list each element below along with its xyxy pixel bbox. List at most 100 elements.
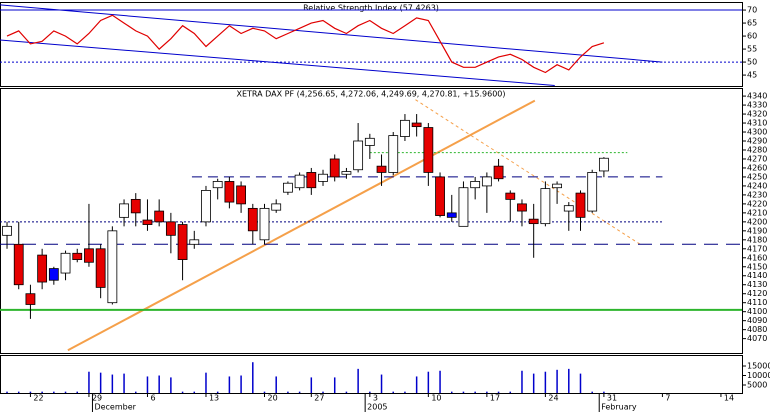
y-tick-label: 4090 xyxy=(747,316,767,325)
volume-bar xyxy=(333,377,336,393)
volume-bar xyxy=(252,362,254,393)
y-tick-label: 4190 xyxy=(747,226,767,235)
y-tick-label: 4280 xyxy=(747,145,767,154)
volume-bar xyxy=(322,391,324,393)
y-tick-label: 4290 xyxy=(747,137,767,146)
candle-body xyxy=(481,176,492,187)
volume-bar xyxy=(427,371,430,393)
trend-line xyxy=(415,99,641,245)
volume-bar xyxy=(404,391,406,393)
y-tick-label: 4150 xyxy=(747,262,767,271)
y-tick-label: 4270 xyxy=(747,154,767,163)
y-tick-label: 4250 xyxy=(747,172,767,181)
panel-frame xyxy=(0,2,743,87)
x-tick-label: 14 xyxy=(724,394,734,403)
volume-bar xyxy=(29,391,32,393)
y-tick-label: 4130 xyxy=(747,280,767,289)
candle-body xyxy=(563,205,574,212)
candle-body xyxy=(493,165,504,180)
month-label: 2005 xyxy=(367,403,387,412)
candle-body xyxy=(364,137,375,146)
candle-body xyxy=(598,157,609,172)
y-tick-label: 4330 xyxy=(747,101,767,110)
candle-body xyxy=(329,158,340,178)
candle-body xyxy=(306,172,317,189)
volume-bar xyxy=(451,391,453,393)
y-tick-label: 4080 xyxy=(747,325,767,334)
x-tick-label: 29 xyxy=(92,394,102,403)
y-tick-label: 4120 xyxy=(747,289,767,298)
panel-title: Relative Strength Index (57.4263) xyxy=(303,4,439,13)
y-tick-label: 45 xyxy=(747,71,757,80)
volume-bar xyxy=(135,391,137,393)
volume-bar xyxy=(439,370,441,393)
volume-bar xyxy=(88,371,90,393)
volume-bar xyxy=(462,391,465,393)
volume-bar xyxy=(228,376,231,393)
volume-bar xyxy=(146,376,149,393)
volume-bar xyxy=(544,371,547,393)
volume-bar xyxy=(509,391,512,393)
x-tick-label: 24 xyxy=(548,394,558,403)
volume-bar xyxy=(181,391,184,393)
volume-bar xyxy=(345,391,348,393)
candle-body xyxy=(376,165,387,173)
trend-line xyxy=(0,39,555,86)
candle-body xyxy=(388,135,399,173)
candle-body xyxy=(165,221,176,236)
x-tick-label: 7 xyxy=(665,394,670,403)
candle-body xyxy=(400,119,410,137)
volume-bar xyxy=(158,375,160,393)
x-tick-label: 27 xyxy=(314,394,324,403)
y-tick-label: 60 xyxy=(747,32,757,41)
volume-bar xyxy=(6,391,8,393)
volume-bar xyxy=(99,372,102,393)
volume-bar xyxy=(64,391,67,393)
volume-bar xyxy=(287,391,289,393)
candle-body xyxy=(247,207,258,232)
candle-body xyxy=(341,171,352,175)
x-tick-label: 6 xyxy=(150,394,155,403)
y-tick-label: 4180 xyxy=(747,235,767,244)
candle-body xyxy=(212,181,223,189)
month-label: December xyxy=(94,403,136,412)
volume-bar xyxy=(310,377,313,393)
y-tick-label: 4340 xyxy=(747,92,767,101)
volume-bar xyxy=(298,391,301,393)
y-tick-label: 4230 xyxy=(747,190,767,199)
y-tick-label: 4070 xyxy=(747,334,767,343)
candle-body xyxy=(13,243,24,286)
candle-body xyxy=(435,176,445,216)
x-tick-label: 22 xyxy=(33,394,43,403)
volume-bar xyxy=(415,376,418,393)
y-tick-label: 70 xyxy=(747,6,757,15)
candle-body xyxy=(60,252,71,274)
volume-bar xyxy=(521,370,523,393)
month-label: February xyxy=(601,403,637,412)
candle-body xyxy=(142,219,153,225)
candle-body xyxy=(177,224,188,260)
y-tick-label: 4260 xyxy=(747,163,767,172)
candle-body xyxy=(37,254,48,283)
volume-bar xyxy=(591,391,593,393)
candle-body xyxy=(224,181,235,203)
candle-body xyxy=(72,252,83,260)
volume-bar xyxy=(568,368,570,393)
panel-frame xyxy=(0,355,743,394)
volume-bar xyxy=(486,391,488,393)
volume-bar xyxy=(205,372,207,393)
candle-body xyxy=(119,203,129,218)
volume-bar xyxy=(603,391,605,393)
candle-body xyxy=(587,172,598,212)
volume-bar xyxy=(579,373,582,393)
y-tick-label: 65 xyxy=(747,19,757,28)
volume-bar xyxy=(392,391,394,393)
candle-body xyxy=(446,212,457,218)
candle-body xyxy=(505,192,516,200)
y-tick-label: 4170 xyxy=(747,244,767,253)
y-tick-label: 50 xyxy=(747,58,757,67)
y-tick-label: 4320 xyxy=(747,110,767,119)
x-tick-label: 31 xyxy=(607,394,617,403)
volume-bar xyxy=(41,391,43,393)
